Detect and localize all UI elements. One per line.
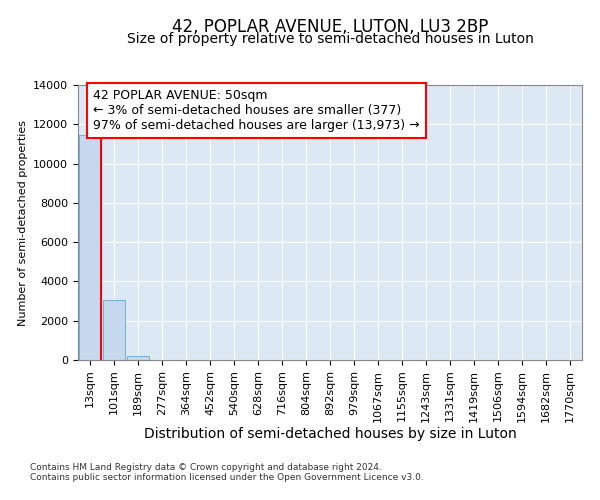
Bar xyxy=(79,135,101,360)
X-axis label: Distribution of semi-detached houses by size in Luton: Distribution of semi-detached houses by … xyxy=(143,428,517,442)
Text: Size of property relative to semi-detached houses in Luton: Size of property relative to semi-detach… xyxy=(127,32,533,46)
Text: 42 POPLAR AVENUE: 50sqm
← 3% of semi-detached houses are smaller (377)
97% of se: 42 POPLAR AVENUE: 50sqm ← 3% of semi-det… xyxy=(93,89,420,132)
Text: Contains public sector information licensed under the Open Government Licence v3: Contains public sector information licen… xyxy=(30,474,424,482)
Bar xyxy=(127,356,149,360)
Text: 42, POPLAR AVENUE, LUTON, LU3 2BP: 42, POPLAR AVENUE, LUTON, LU3 2BP xyxy=(172,18,488,36)
Text: Contains HM Land Registry data © Crown copyright and database right 2024.: Contains HM Land Registry data © Crown c… xyxy=(30,464,382,472)
Bar xyxy=(103,300,125,360)
Y-axis label: Number of semi-detached properties: Number of semi-detached properties xyxy=(17,120,28,326)
